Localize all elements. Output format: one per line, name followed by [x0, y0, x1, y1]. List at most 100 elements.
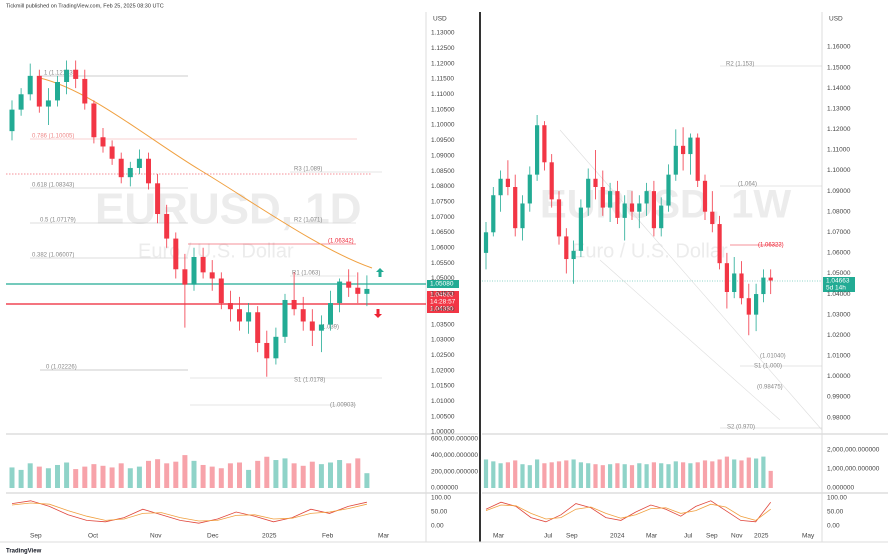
- volume-bar: [673, 461, 678, 488]
- x-tick-label: Feb: [322, 533, 334, 540]
- volume-bar: [45, 468, 51, 488]
- pivot-label: S1 (1.000): [754, 364, 782, 370]
- x-tick-label: Sep: [30, 533, 42, 540]
- candle-body: [346, 281, 352, 288]
- volume-bar: [273, 460, 279, 488]
- candle-body: [527, 174, 532, 204]
- candle-body: [681, 145, 686, 155]
- candle-body: [644, 191, 649, 204]
- oscillator-line: [11, 502, 367, 522]
- y-tick-label: 1.06000: [431, 245, 455, 252]
- candle-body: [209, 272, 215, 279]
- y-tick-label: 1.11000: [431, 91, 454, 98]
- volume-bar: [593, 464, 598, 488]
- y-tick-label: 1.02000: [431, 367, 455, 374]
- volume-bar: [542, 463, 547, 488]
- volume-bar: [218, 468, 224, 488]
- watermark: Euro / U.S. Dollar: [572, 240, 728, 262]
- y-tick-label: 1.00000: [431, 429, 455, 436]
- volume-bar: [191, 460, 197, 488]
- fib-label: 0.618 (1.08343): [32, 183, 74, 189]
- candle-body: [91, 103, 97, 138]
- candle-body: [273, 336, 279, 359]
- candle-body: [673, 145, 678, 175]
- volume-bar: [586, 463, 591, 488]
- x-tick-label: 2025: [262, 533, 277, 540]
- volume-tick-label: 0.000000: [827, 485, 854, 492]
- candle-body: [173, 238, 179, 270]
- currency: USD: [829, 16, 843, 23]
- volume-bar: [615, 463, 620, 488]
- y-tick-label: 1.01500: [431, 383, 455, 390]
- volume-bar: [209, 466, 215, 488]
- volume-bar: [237, 462, 242, 488]
- volume-bar: [255, 460, 261, 488]
- volume-bar: [282, 458, 288, 488]
- x-tick-label: Dec: [207, 533, 219, 540]
- y-tick-label: 1.07000: [431, 214, 455, 221]
- y-tick-label: 1.16000: [827, 44, 851, 51]
- candle-body: [364, 288, 370, 294]
- candle-body: [355, 287, 361, 294]
- watermark: Euro / U.S. Dollar: [138, 240, 294, 262]
- y-tick-label: 1.07500: [431, 198, 455, 205]
- y-tick-label: 1.00500: [431, 413, 455, 420]
- y-tick-label: 1.04000: [827, 291, 851, 298]
- pivot-label: S2 (0.970): [727, 425, 755, 431]
- y-tick-label: 1.09500: [431, 137, 455, 144]
- countdown: 14:28:57: [430, 299, 456, 306]
- candle-body: [45, 100, 51, 107]
- candle-body: [498, 178, 503, 196]
- level-label: (1.06342): [328, 239, 354, 245]
- x-tick-label: Nov: [731, 533, 743, 540]
- y-tick-label: 1.02000: [827, 332, 851, 339]
- oscillator-tick-label: 0.00: [431, 523, 444, 530]
- y-tick-label: 1.10000: [431, 122, 455, 129]
- y-tick-label: 1.00000: [827, 373, 851, 380]
- volume-bar: [556, 461, 562, 488]
- volume-bar: [328, 462, 333, 488]
- price-label: 1.04663: [826, 278, 850, 285]
- volume-bar: [695, 462, 700, 488]
- footer-logo[interactable]: TradingView: [6, 549, 42, 555]
- volume-bar: [264, 456, 270, 488]
- volume-bar: [702, 460, 708, 488]
- x-tick-label: 2024: [610, 533, 625, 540]
- candle-body: [191, 257, 197, 285]
- y-tick-label: 1.09000: [431, 152, 455, 159]
- volume-bar: [346, 463, 352, 488]
- candle-body: [651, 191, 656, 229]
- y-tick-label: 1.11000: [827, 147, 850, 154]
- candle-body: [549, 162, 554, 200]
- candle-body: [246, 312, 252, 322]
- candle-body: [491, 195, 496, 233]
- pivot-label: S1 (1.0178): [294, 378, 325, 384]
- candle-body: [571, 250, 576, 260]
- x-tick-label: Sep: [706, 533, 718, 540]
- candle-body: [717, 224, 722, 264]
- footer-bar: [0, 543, 888, 560]
- candle-body: [746, 298, 751, 315]
- volume-bar: [82, 466, 88, 488]
- candle-body: [182, 269, 188, 285]
- y-tick-label: 1.05000: [431, 275, 455, 282]
- candle-body: [27, 75, 33, 95]
- y-tick-label: 1.07000: [827, 229, 851, 236]
- volume-bar: [688, 463, 693, 488]
- x-tick-label: 2025: [754, 533, 769, 540]
- y-tick-label: 1.10000: [827, 167, 851, 174]
- volume-bar: [155, 459, 161, 488]
- y-tick-label: 1.13000: [827, 105, 851, 112]
- fib-label: 0.382 (1.06007): [32, 253, 74, 259]
- volume-tick-label: 0.000000: [431, 485, 458, 492]
- candle-body: [688, 137, 693, 155]
- candle-body: [300, 309, 306, 322]
- y-tick-label: 1.08500: [431, 168, 455, 175]
- y-tick-label: 1.01000: [827, 353, 851, 360]
- candle-body: [82, 78, 88, 104]
- y-tick-label: 1.13000: [431, 30, 455, 37]
- pivot-label: (0.98475): [757, 385, 783, 391]
- volume-bar: [761, 456, 766, 488]
